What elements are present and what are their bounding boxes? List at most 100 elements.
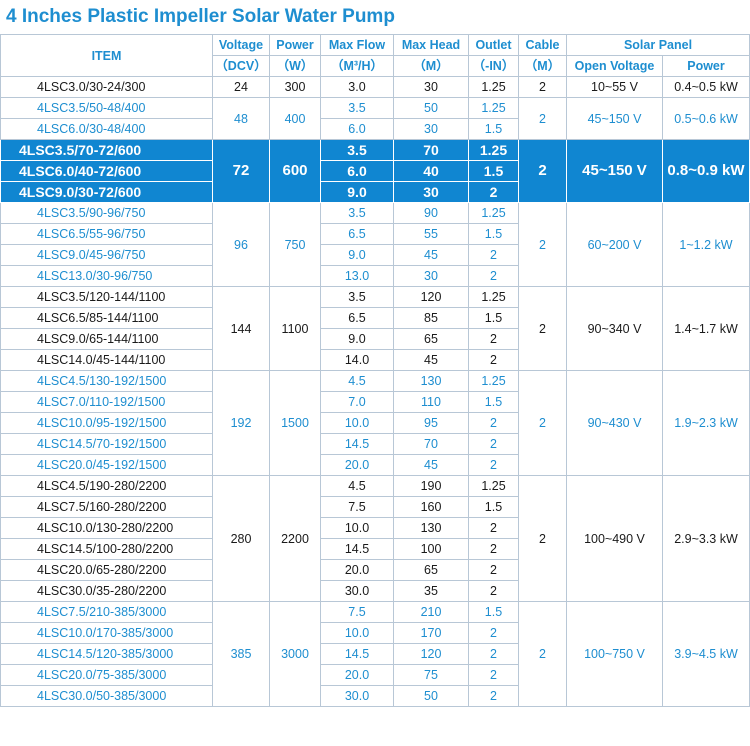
- max-flow-cell: 10.0: [320, 412, 394, 434]
- max-flow-cell: 7.0: [320, 391, 394, 413]
- outlet-cell: 1.5: [468, 223, 519, 245]
- max-flow-cell: 4.5: [320, 370, 394, 392]
- cable-cell: 2: [518, 76, 567, 98]
- max-head-cell: 70: [393, 139, 469, 161]
- outlet-cell: 2: [468, 328, 519, 350]
- outlet-cell: 1.25: [468, 97, 519, 119]
- open-voltage-cell: 60~200 V: [566, 202, 663, 287]
- max-flow-cell: 9.0: [320, 244, 394, 266]
- open-voltage-cell: 90~340 V: [566, 286, 663, 371]
- model-cell: 4LSC30.0/50-385/3000: [0, 685, 213, 707]
- table-row: 4LSC30.0/50-385/3000 30.0 50 2: [0, 685, 750, 707]
- model-cell: 4LSC10.0/170-385/3000: [0, 622, 213, 644]
- power-cell: 600: [269, 139, 321, 203]
- model-cell: 4LSC3.5/50-48/400: [0, 97, 213, 119]
- cable-cell: 2: [518, 601, 567, 707]
- max-flow-cell: 9.0: [320, 181, 394, 203]
- power-cell: 1500: [269, 370, 321, 476]
- max-flow-cell: 10.0: [320, 622, 394, 644]
- header-max-head: Max Head: [393, 34, 469, 56]
- voltage-cell: 96: [212, 202, 270, 287]
- max-flow-cell: 20.0: [320, 664, 394, 686]
- outlet-cell: 1.5: [468, 601, 519, 623]
- max-head-cell: 110: [393, 391, 469, 413]
- voltage-cell: 48: [212, 97, 270, 140]
- max-flow-cell: 4.5: [320, 475, 394, 497]
- header-max-flow: Max Flow: [320, 34, 394, 56]
- model-cell: 4LSC3.5/90-96/750: [0, 202, 213, 224]
- power-cell: 400: [269, 97, 321, 140]
- max-head-cell: 170: [393, 622, 469, 644]
- outlet-cell: 1.25: [468, 475, 519, 497]
- header-cable: Cable: [518, 34, 567, 56]
- table-row: 4LSC4.5/130-192/1500 192 1500 4.5 130 1.25 2 90…: [0, 370, 750, 476]
- model-cell: 4LSC3.0/30-24/300: [0, 76, 213, 98]
- outlet-cell: 1.5: [468, 118, 519, 140]
- outlet-cell: 1.5: [468, 307, 519, 329]
- page-title: 4 Inches Plastic Impeller Solar Water Pu…: [6, 6, 395, 27]
- solar-power-cell: 0.5~0.6 kW: [662, 97, 750, 140]
- max-head-cell: 75: [393, 664, 469, 686]
- max-flow-cell: 7.5: [320, 496, 394, 518]
- table-row: 4LSC14.5/70-192/1500 14.5 70 2: [0, 433, 750, 455]
- model-cell: 4LSC4.5/190-280/2200: [0, 475, 213, 497]
- max-head-cell: 55: [393, 223, 469, 245]
- model-cell: 4LSC3.5/70-72/600: [0, 139, 213, 161]
- max-head-cell: 100: [393, 538, 469, 560]
- model-cell: 4LSC14.0/45-144/1100: [0, 349, 213, 371]
- cable-cell: 2: [518, 97, 567, 140]
- max-flow-cell: 10.0: [320, 517, 394, 539]
- model-cell: 4LSC7.5/210-385/3000: [0, 601, 213, 623]
- table-row: 4LSC13.0/30-96/750 13.0 30 2: [0, 265, 750, 287]
- solar-power-cell: 0.4~0.5 kW: [662, 76, 750, 98]
- outlet-cell: 2: [468, 181, 519, 203]
- voltage-cell: 72: [212, 139, 270, 203]
- max-head-cell: 65: [393, 328, 469, 350]
- header-solar-power: Power: [662, 55, 750, 77]
- outlet-cell: 2: [468, 643, 519, 665]
- outlet-cell: 1.25: [468, 139, 519, 161]
- header-item: ITEM: [0, 34, 213, 77]
- outlet-cell: 2: [468, 433, 519, 455]
- table-row: 4LSC9.0/30-72/600 9.0 30 2: [0, 181, 750, 203]
- max-head-cell: 40: [393, 160, 469, 182]
- model-cell: 4LSC30.0/35-280/2200: [0, 580, 213, 602]
- solar-power-cell: 2.9~3.3 kW: [662, 475, 750, 602]
- cable-cell: 2: [518, 202, 567, 287]
- header-voltage: Voltage: [212, 34, 270, 56]
- solar-power-cell: 1.9~2.3 kW: [662, 370, 750, 476]
- open-voltage-cell: 10~55 V: [566, 76, 663, 98]
- solar-power-cell: 1~1.2 kW: [662, 202, 750, 287]
- max-head-cell: 160: [393, 496, 469, 518]
- header-max-flow-unit: （M³/H）: [320, 55, 394, 77]
- model-cell: 4LSC3.5/120-144/1100: [0, 286, 213, 308]
- max-head-cell: 130: [393, 517, 469, 539]
- max-flow-cell: 14.0: [320, 349, 394, 371]
- solar-power-cell: 1.4~1.7 kW: [662, 286, 750, 371]
- max-head-cell: 120: [393, 286, 469, 308]
- cable-cell: 2: [518, 286, 567, 371]
- max-head-cell: 65: [393, 559, 469, 581]
- max-flow-cell: 3.0: [320, 76, 394, 98]
- header-outlet: Outlet: [468, 34, 519, 56]
- max-flow-cell: 14.5: [320, 538, 394, 560]
- power-cell: 300: [269, 76, 321, 98]
- model-cell: 4LSC9.0/65-144/1100: [0, 328, 213, 350]
- outlet-cell: 1.5: [468, 391, 519, 413]
- header-solar-panel: Solar Panel: [566, 34, 750, 56]
- voltage-cell: 24: [212, 76, 270, 98]
- max-flow-cell: 7.5: [320, 601, 394, 623]
- max-head-cell: 85: [393, 307, 469, 329]
- open-voltage-cell: 90~430 V: [566, 370, 663, 476]
- header-max-head-unit: （M）: [393, 55, 469, 77]
- table-row: 4LSC3.5/50-48/400 48 400 3.5 50 1.25 2 45~150 V…: [0, 97, 750, 140]
- table-row: 4LSC3.5/90-96/750 96 750 3.5 90 1.25 2 60~200 V…: [0, 202, 750, 287]
- model-cell: 4LSC9.0/30-72/600: [0, 181, 213, 203]
- outlet-cell: 1.5: [468, 160, 519, 182]
- model-cell: 4LSC10.0/130-280/2200: [0, 517, 213, 539]
- outlet-cell: 2: [468, 559, 519, 581]
- max-head-cell: 210: [393, 601, 469, 623]
- model-cell: 4LSC20.0/65-280/2200: [0, 559, 213, 581]
- model-cell: 4LSC14.5/70-192/1500: [0, 433, 213, 455]
- max-head-cell: 50: [393, 97, 469, 119]
